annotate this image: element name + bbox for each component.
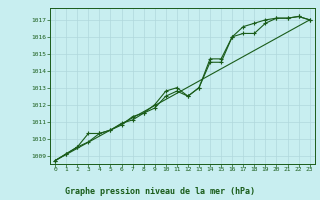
Text: Graphe pression niveau de la mer (hPa): Graphe pression niveau de la mer (hPa) xyxy=(65,187,255,196)
